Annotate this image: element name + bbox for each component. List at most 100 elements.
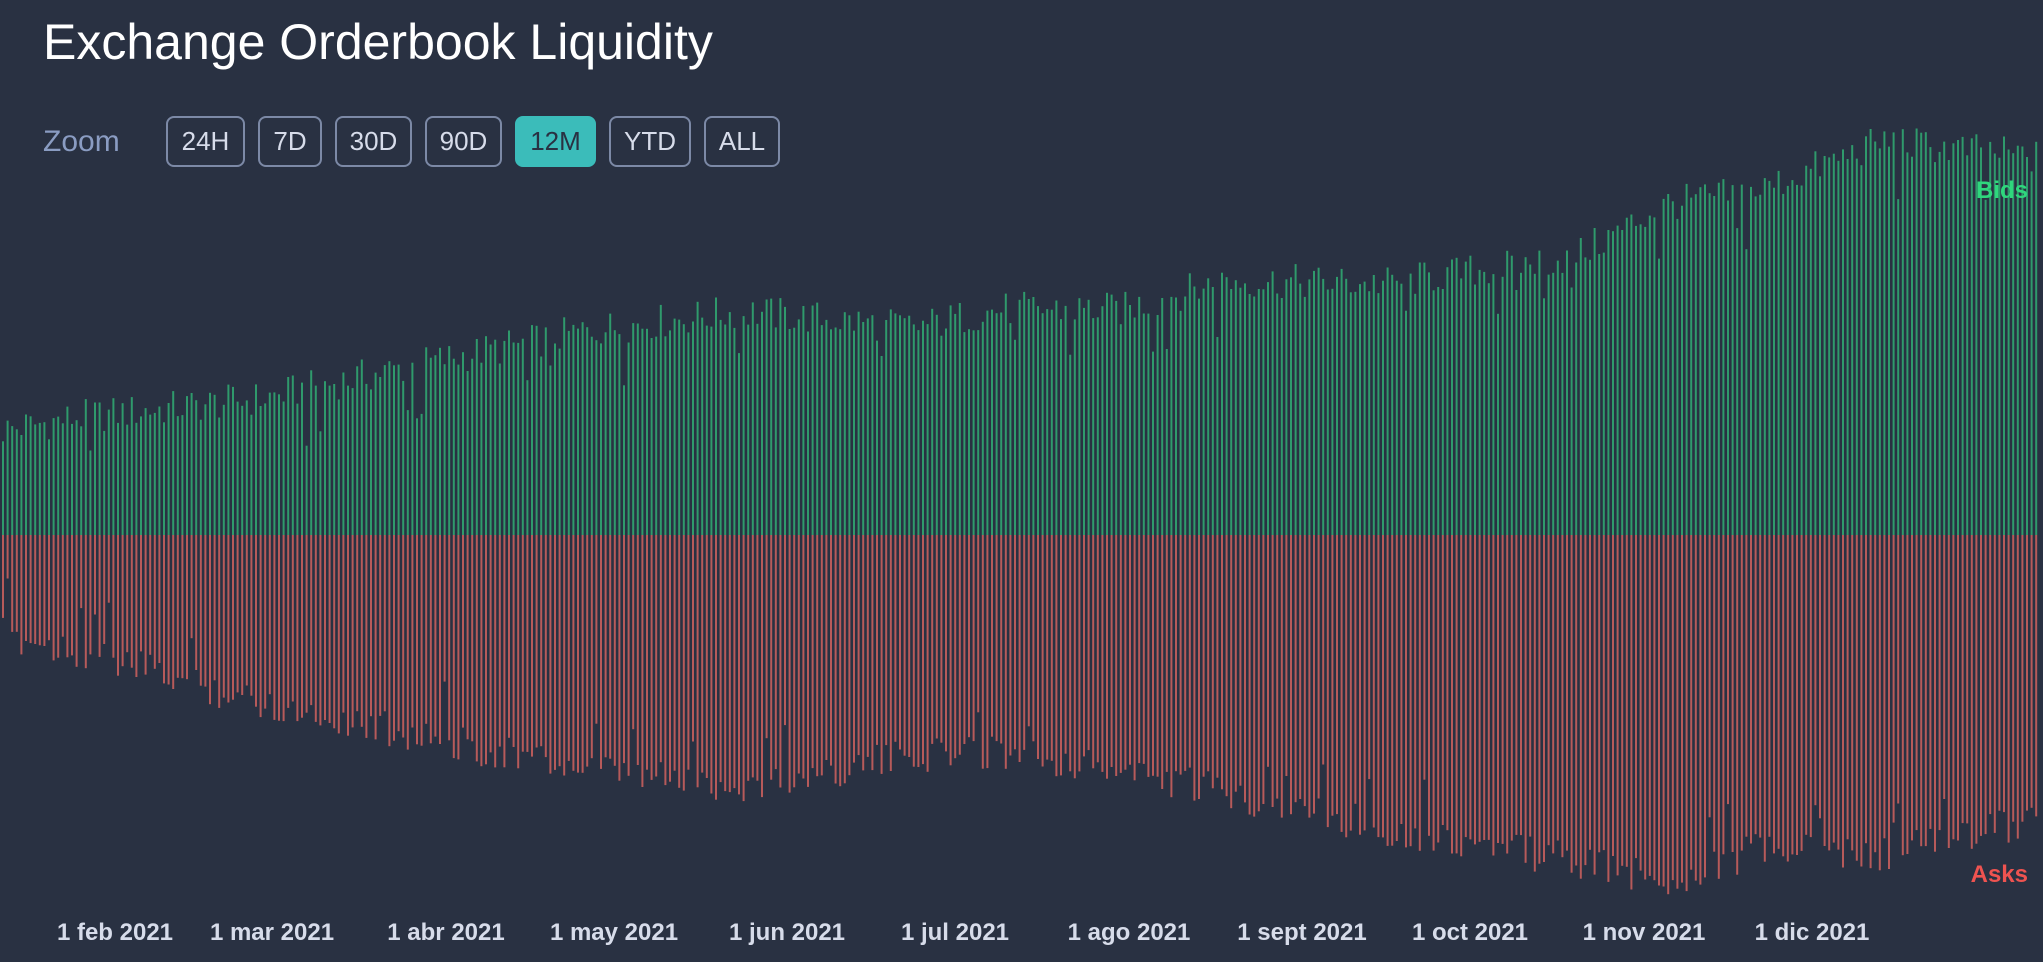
ask-bar	[1064, 535, 1067, 754]
ask-bar	[949, 535, 952, 766]
ask-bar	[1101, 535, 1104, 772]
ask-bar	[181, 535, 184, 679]
x-tick-label: 1 may 2021	[550, 919, 678, 946]
ask-bar	[1041, 535, 1044, 767]
x-tick-label: 1 sept 2021	[1237, 919, 1366, 946]
bid-bar	[1855, 158, 1858, 535]
bid-bar	[1119, 324, 1122, 535]
bid-bar	[452, 358, 455, 535]
ask-bar	[1607, 535, 1610, 882]
ask-bar	[756, 535, 759, 781]
ask-bar	[1115, 535, 1118, 776]
bid-bar	[1451, 259, 1453, 535]
bid-bar	[807, 331, 809, 535]
bid-bar	[811, 305, 814, 535]
bid-bar	[1934, 162, 1936, 535]
bid-bar	[1336, 276, 1338, 535]
zoom-all-button[interactable]: ALL	[704, 116, 780, 167]
ask-bar	[425, 535, 428, 724]
ask-bar	[1239, 535, 1242, 786]
ask-bar	[1832, 535, 1835, 843]
ask-bar	[388, 535, 391, 747]
bid-bar	[144, 408, 147, 535]
bid-bar	[121, 403, 124, 535]
zoom-90d-button[interactable]: 90D	[425, 116, 502, 167]
bid-bar	[1497, 313, 1499, 535]
ask-bar	[1777, 535, 1780, 849]
ask-bar	[1759, 535, 1762, 838]
ask-bar	[204, 535, 207, 687]
bid-bar	[374, 372, 377, 535]
bid-bar	[1515, 290, 1518, 535]
zoom-12m-button[interactable]: 12M	[515, 116, 596, 167]
ask-bar	[227, 535, 230, 703]
ask-bar	[544, 535, 547, 758]
bid-bar	[1501, 276, 1504, 535]
ask-bar	[1906, 535, 1909, 854]
zoom-7d-button[interactable]: 7D	[258, 116, 322, 167]
bid-bar	[1446, 267, 1449, 535]
bid-bar	[986, 310, 989, 535]
ask-bar	[590, 535, 593, 759]
bid-bar	[89, 450, 92, 535]
zoom-24h-button[interactable]: 24H	[166, 116, 245, 167]
ask-bar	[669, 535, 671, 782]
bid-bar	[1750, 186, 1752, 535]
bid-bar	[397, 364, 400, 535]
bid-bar	[567, 330, 570, 535]
ask-bar	[710, 535, 713, 794]
bid-bar	[425, 347, 428, 535]
bid-bar	[1014, 339, 1016, 535]
ask-bar	[1805, 535, 1808, 835]
ask-bar	[1911, 535, 1913, 841]
bid-bar	[1478, 269, 1481, 535]
bid-bar	[678, 319, 681, 535]
ask-bar	[1874, 535, 1877, 853]
bid-bar	[1842, 149, 1844, 535]
bid-bar	[314, 385, 317, 535]
bid-bar	[1064, 305, 1067, 535]
ask-bar	[443, 535, 446, 682]
ask-bar	[1685, 535, 1688, 892]
bid-bar	[508, 330, 510, 535]
ask-bar	[29, 535, 32, 644]
bid-bar	[1763, 178, 1766, 535]
ask-bar	[250, 535, 253, 696]
x-tick-label: 1 ago 2021	[1068, 919, 1191, 946]
ask-bar	[894, 535, 897, 742]
ask-bar	[554, 535, 556, 770]
bid-bar	[535, 325, 538, 535]
bid-bar	[1814, 151, 1817, 536]
bid-bar	[1584, 257, 1587, 535]
bid-bar	[710, 326, 713, 535]
bid-bar	[15, 429, 18, 535]
bid-bar	[1598, 254, 1601, 535]
bid-bar	[1924, 132, 1927, 535]
bid-bar	[650, 338, 653, 535]
bid-bar	[2012, 153, 2015, 535]
ask-bar	[1998, 535, 2001, 811]
bid-bar	[1644, 226, 1647, 535]
zoom-ytd-button[interactable]: YTD	[609, 116, 691, 167]
bid-bar	[278, 394, 280, 535]
bid-bar	[1823, 156, 1826, 535]
bid-bar	[383, 365, 386, 535]
bid-bar	[866, 318, 869, 535]
bid-bar	[1837, 160, 1840, 536]
ask-bar	[328, 535, 331, 723]
ask-bar	[347, 535, 349, 736]
ask-bar	[889, 535, 892, 771]
ask-bar	[1188, 535, 1191, 768]
zoom-30d-button[interactable]: 30D	[335, 116, 412, 167]
bid-bar	[1630, 214, 1633, 535]
ask-bar	[807, 535, 809, 787]
ask-bar	[1754, 535, 1757, 835]
ask-bar	[1451, 535, 1453, 854]
bid-bar	[1846, 159, 1849, 535]
ask-bar	[314, 535, 317, 722]
ask-bar	[687, 535, 690, 770]
ask-bar	[103, 535, 106, 644]
bid-bar	[448, 346, 451, 535]
bid-bar	[540, 356, 543, 535]
bid-bar	[1244, 283, 1246, 535]
